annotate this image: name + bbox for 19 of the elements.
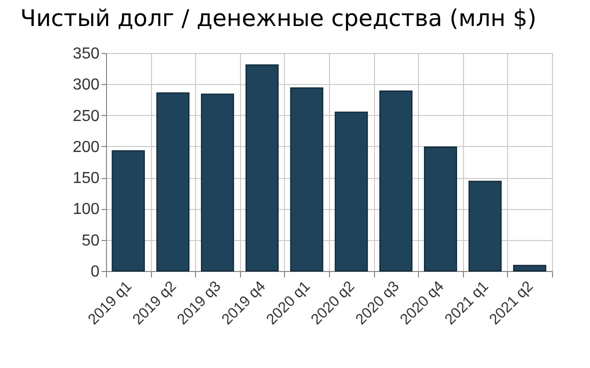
bar (513, 264, 546, 272)
y-tick-label: 350 (72, 46, 100, 62)
bar (156, 92, 190, 272)
y-tick-label: 0 (90, 264, 100, 280)
y-tick-label: 200 (72, 138, 100, 156)
y-tick-label: 150 (72, 170, 100, 188)
bar (468, 180, 502, 272)
y-tick-label: 50 (82, 232, 100, 250)
bar (334, 112, 368, 272)
bar (424, 146, 458, 272)
bar (290, 87, 324, 272)
bar (200, 94, 234, 272)
bar (246, 64, 279, 272)
bar (112, 150, 145, 272)
y-tick-label: 250 (72, 108, 100, 125)
y-tick-label: 300 (72, 76, 100, 94)
chart-title: Чистый долг / денежные средства (млн $) (20, 6, 537, 32)
bar (379, 90, 412, 272)
y-tick-label: 100 (72, 201, 100, 218)
